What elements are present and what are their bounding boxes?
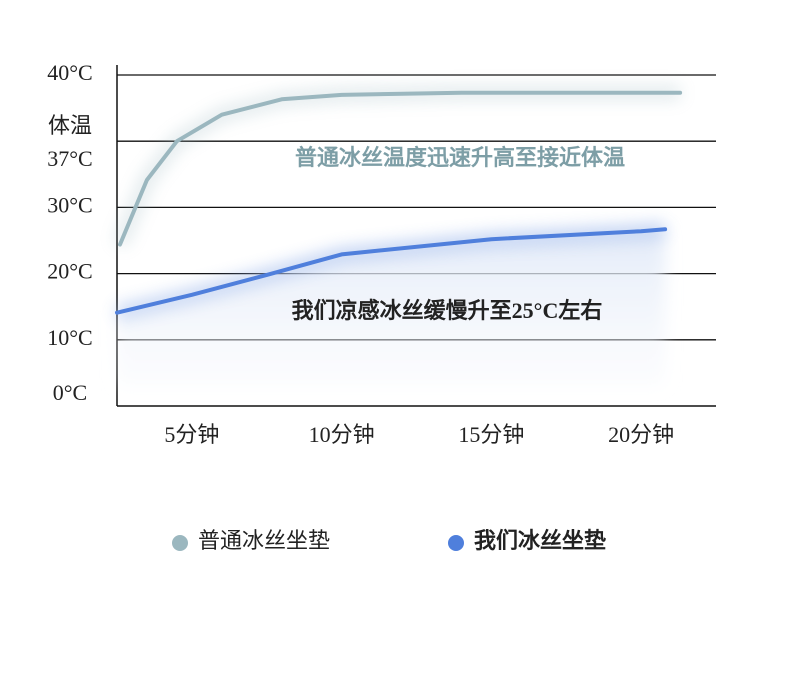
x-tick-label: 20分钟 bbox=[608, 422, 674, 447]
y-tick-label: 10°C bbox=[47, 325, 92, 350]
y-tick-label: 20°C bbox=[47, 259, 92, 284]
body-temp-label: 体温 bbox=[48, 113, 92, 138]
y-tick-label: 37°C bbox=[47, 146, 92, 171]
y-tick-label: 0°C bbox=[53, 380, 87, 405]
line bbox=[115, 227, 668, 315]
y-tick-label: 40°C bbox=[47, 60, 92, 85]
line bbox=[118, 90, 683, 247]
legend-marker bbox=[172, 535, 188, 551]
legend-label: 普通冰丝坐垫 bbox=[198, 528, 330, 553]
x-tick-label: 15分钟 bbox=[458, 422, 524, 447]
legend-label: 我们冰丝坐垫 bbox=[474, 528, 606, 553]
x-tick-label: 5分钟 bbox=[164, 422, 219, 447]
annotation: 我们凉感冰丝缓慢升至25°C左右 bbox=[292, 298, 603, 323]
area-shade bbox=[117, 229, 666, 386]
y-tick-label: 30°C bbox=[47, 192, 92, 217]
annotation: 普通冰丝温度迅速升高至接近体温 bbox=[295, 145, 625, 170]
x-tick-label: 10分钟 bbox=[309, 422, 375, 447]
legend-marker bbox=[448, 535, 464, 551]
